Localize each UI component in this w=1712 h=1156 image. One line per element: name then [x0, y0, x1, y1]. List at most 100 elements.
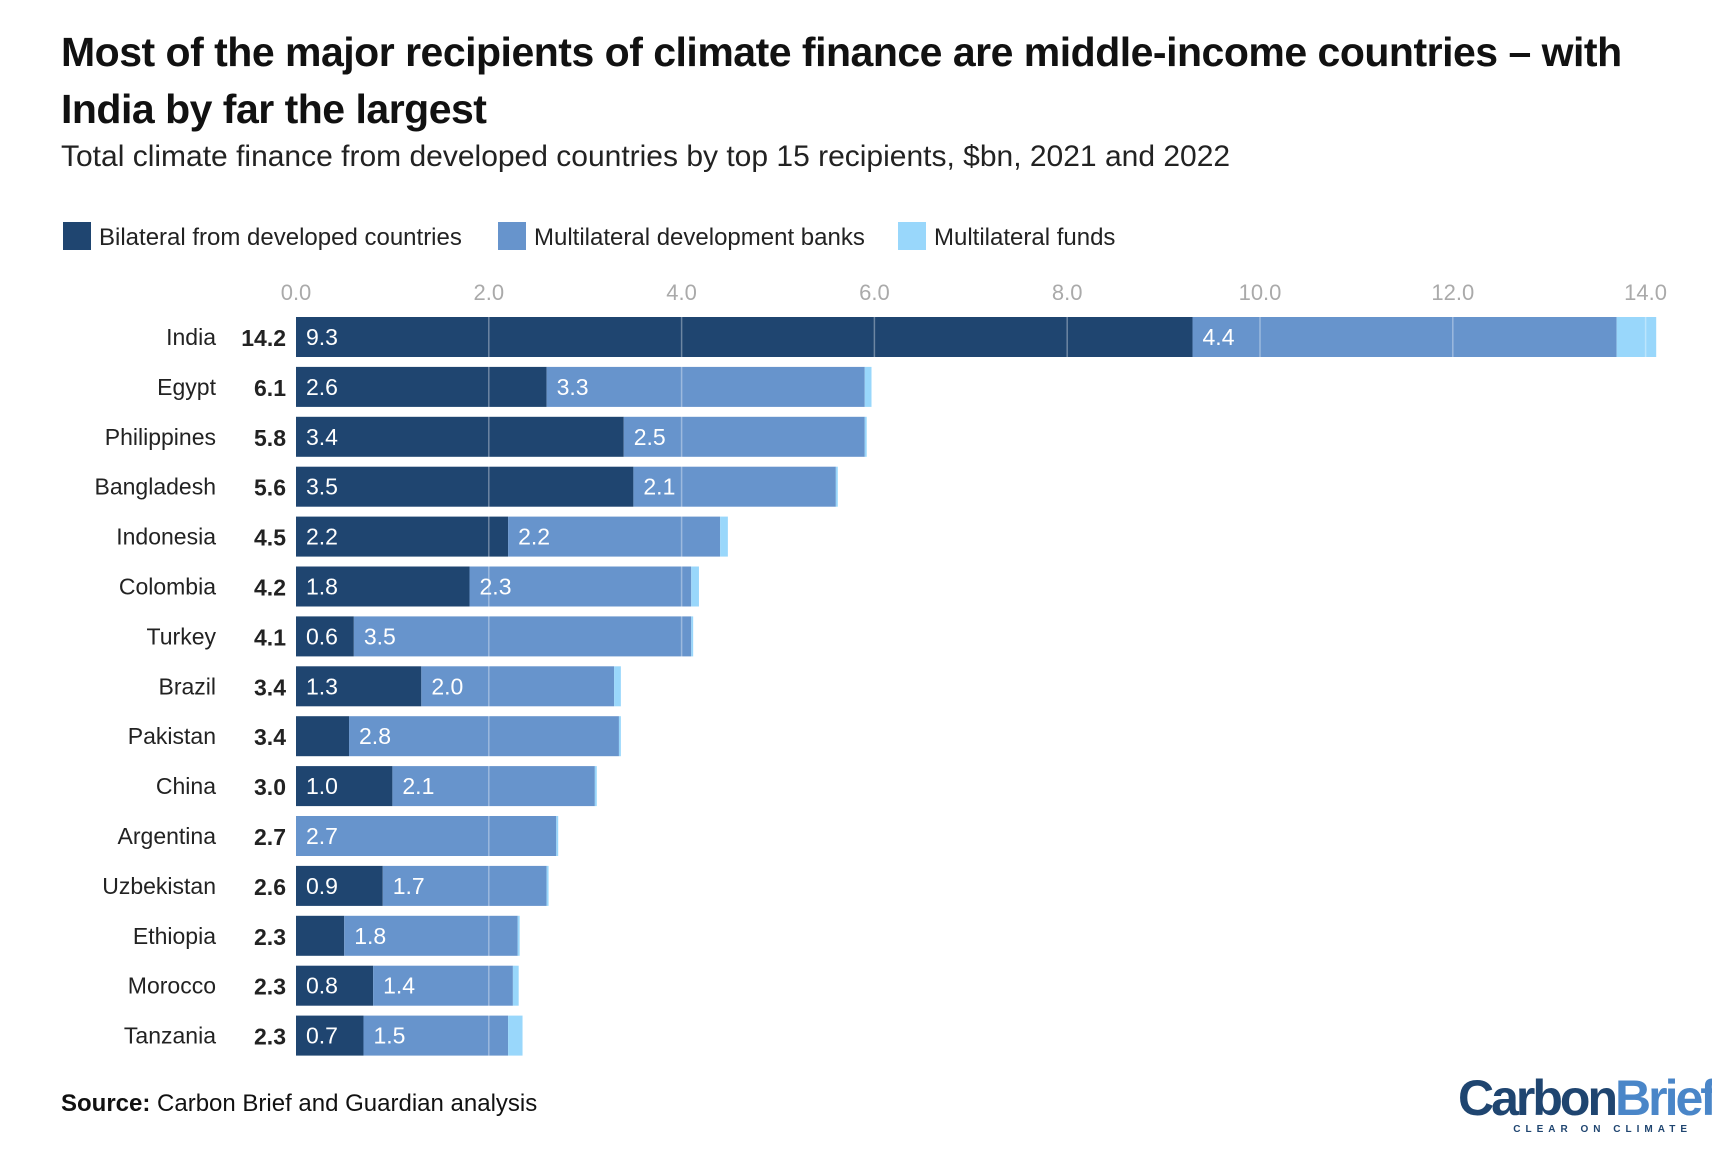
bar-value-label: 1.3 — [306, 673, 338, 699]
category-label: Ethiopia — [133, 923, 216, 949]
category-label: Colombia — [119, 574, 216, 600]
bar-value-label: 1.8 — [306, 574, 338, 600]
bar-segment — [469, 566, 692, 607]
legend-swatch — [498, 222, 526, 250]
bar-segment — [349, 716, 619, 757]
bar-segment — [392, 766, 595, 807]
bar-segment — [344, 915, 518, 956]
bar-segment — [594, 766, 597, 807]
bar-segment — [296, 1015, 364, 1056]
total-label: 2.6 — [254, 874, 286, 900]
total-label: 2.7 — [254, 824, 286, 850]
bar-segment — [864, 416, 867, 457]
total-label: 6.1 — [254, 375, 286, 401]
x-tick-label: 6.0 — [859, 280, 890, 305]
bar-segment — [296, 566, 470, 607]
bar-segment — [614, 666, 621, 707]
bar-segment — [363, 1015, 509, 1056]
bar-segment — [508, 1015, 523, 1056]
bar-segment — [296, 766, 393, 807]
category-label: China — [156, 773, 216, 799]
chart-title: Most of the major recipients of climate … — [61, 29, 1622, 132]
bar-value-label: 1.4 — [383, 973, 415, 999]
bar-segment — [382, 865, 547, 906]
legend-label: Multilateral development banks — [534, 224, 865, 251]
x-tick-label: 2.0 — [474, 280, 505, 305]
bar-value-label: 2.6 — [306, 374, 338, 400]
legend-swatch — [898, 222, 926, 250]
chart-subtitle: Total climate finance from developed cou… — [61, 140, 1231, 173]
bar-segment — [556, 816, 559, 856]
bar-value-label: 3.3 — [557, 374, 589, 400]
total-label: 3.4 — [254, 724, 286, 750]
bar-segment — [1192, 317, 1617, 357]
category-label: Brazil — [158, 673, 216, 699]
bar-value-label: 2.2 — [306, 524, 338, 550]
category-label: Argentina — [118, 823, 217, 849]
bar-segment — [864, 366, 872, 407]
bar-segment — [546, 366, 865, 407]
bar-segment — [512, 965, 519, 1006]
x-tick-label: 14.0 — [1624, 280, 1667, 305]
total-label: 3.0 — [254, 774, 286, 800]
total-label: 4.5 — [254, 525, 286, 551]
category-label: Turkey — [147, 623, 217, 649]
bar-value-label: 3.4 — [306, 424, 338, 450]
total-label: 4.1 — [254, 624, 286, 650]
category-label: Pakistan — [128, 723, 216, 749]
bar-segment — [546, 865, 549, 906]
bar-segment — [691, 616, 694, 657]
carbon-brief-logo: CarbonBrief CLEAR ON CLIMATE — [1458, 1070, 1712, 1135]
bar-segment — [633, 466, 836, 507]
category-label: India — [166, 324, 216, 350]
bar-segment — [296, 865, 383, 906]
bar-segment — [1616, 317, 1657, 357]
bar-segment — [720, 516, 728, 557]
bar-value-label: 0.9 — [306, 873, 338, 899]
source-note: Source: Carbon Brief and Guardian analys… — [61, 1090, 537, 1118]
bar-segment — [296, 716, 350, 757]
bar-segment — [421, 666, 615, 707]
bar-value-label: 2.0 — [431, 673, 463, 699]
x-tick-label: 12.0 — [1431, 280, 1474, 305]
x-tick-label: 10.0 — [1239, 280, 1282, 305]
bar-value-label: 2.1 — [402, 773, 434, 799]
category-label: Philippines — [105, 424, 216, 450]
category-label: Bangladesh — [95, 474, 217, 500]
bar-value-label: 0.6 — [306, 623, 338, 649]
bar-value-label: 2.5 — [634, 424, 666, 450]
bar-segment — [296, 816, 557, 856]
bar-segment — [623, 416, 865, 457]
bar-segment — [373, 965, 513, 1006]
bar-segment — [508, 516, 721, 557]
category-label: Tanzania — [124, 1023, 216, 1049]
bar-value-label: 2.2 — [518, 524, 550, 550]
bar-segment — [296, 965, 374, 1006]
legend-swatch — [63, 222, 91, 250]
total-label: 2.3 — [254, 1024, 286, 1050]
bar-segment — [296, 915, 345, 956]
total-label: 3.4 — [254, 674, 286, 700]
bar-value-label: 1.8 — [354, 923, 386, 949]
source-text: Carbon Brief and Guardian analysis — [157, 1090, 538, 1117]
bar-value-label: 9.3 — [306, 324, 338, 350]
bar-segment — [296, 466, 634, 507]
bar-value-label: 1.0 — [306, 773, 338, 799]
total-label: 2.3 — [254, 924, 286, 950]
bar-value-label: 2.8 — [359, 723, 391, 749]
total-label: 4.2 — [254, 575, 286, 601]
bar-segment — [517, 915, 520, 956]
bar-value-label: 2.3 — [480, 574, 512, 600]
legend-label: Bilateral from developed countries — [99, 224, 462, 251]
bar-value-label: 2.7 — [306, 823, 338, 849]
bar-value-label: 0.8 — [306, 973, 338, 999]
total-label: 5.6 — [254, 475, 286, 501]
x-tick-label: 8.0 — [1052, 280, 1083, 305]
bar-segment — [296, 416, 624, 457]
total-label: 14.2 — [241, 325, 286, 351]
bar-value-label: 4.4 — [1203, 324, 1235, 350]
bar-segment — [296, 366, 547, 407]
bar-segment — [835, 466, 838, 507]
legend-label: Multilateral funds — [934, 224, 1115, 251]
